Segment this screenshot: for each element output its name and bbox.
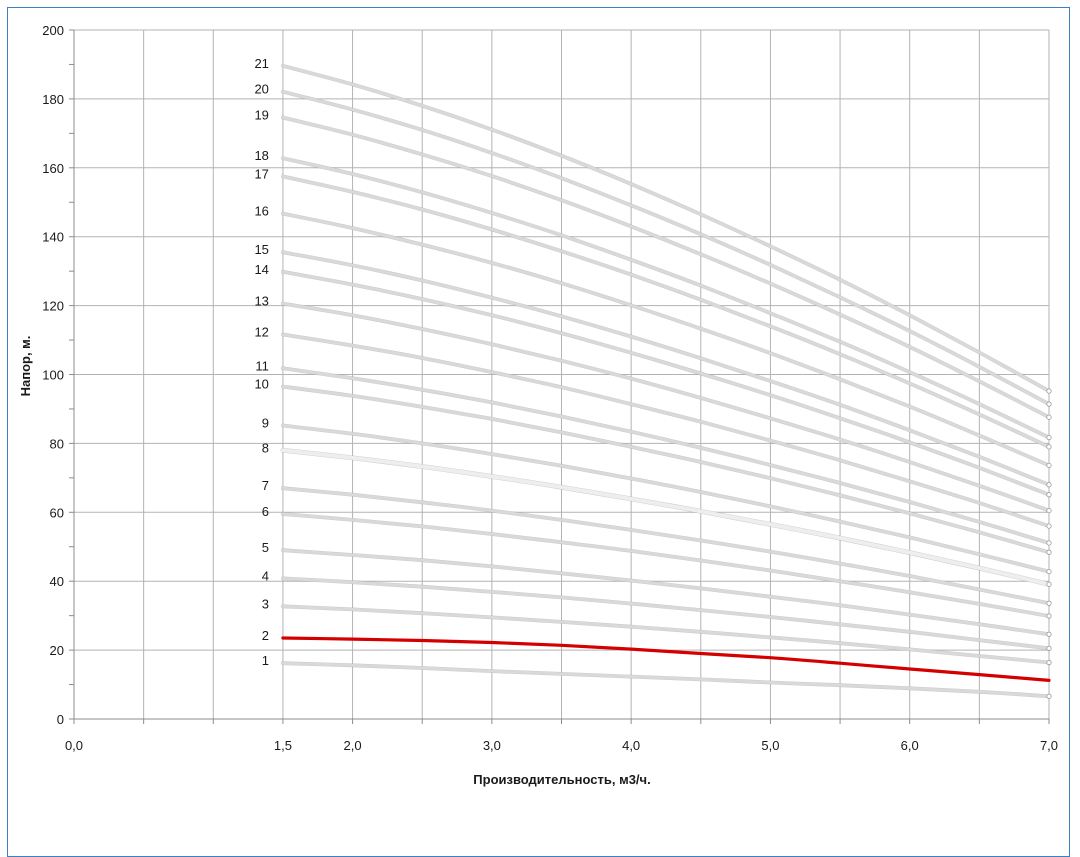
series-label-17: 17 xyxy=(254,166,268,181)
series-line-2 xyxy=(281,636,1051,682)
y-tick-label: 60 xyxy=(50,505,64,520)
y-tick-label: 120 xyxy=(42,299,64,314)
series-line-21 xyxy=(281,64,1051,393)
series-label-2: 2 xyxy=(262,628,269,643)
series-line-10 xyxy=(281,385,1051,554)
x-tick-label: 2,0 xyxy=(344,738,362,753)
series-line-6 xyxy=(281,512,1051,618)
y-tick-label: 160 xyxy=(42,161,64,176)
series-curves xyxy=(280,63,1052,699)
y-tick-label: 140 xyxy=(42,230,64,245)
series-label-18: 18 xyxy=(254,148,268,163)
series-line-18 xyxy=(281,156,1051,439)
x-tick-label: 0,0 xyxy=(65,738,83,753)
grid xyxy=(74,29,1050,719)
series-end-point-1 xyxy=(1046,693,1052,699)
y-tick-label: 20 xyxy=(50,643,64,658)
series-line-17 xyxy=(281,174,1051,449)
series-end-point-4 xyxy=(1046,645,1052,651)
series-line-9 xyxy=(281,424,1051,574)
series-label-6: 6 xyxy=(262,504,269,519)
y-tick-label: 180 xyxy=(42,92,64,107)
series-label-19: 19 xyxy=(254,108,268,123)
x-tick-label: 3,0 xyxy=(483,738,501,753)
series-label-15: 15 xyxy=(254,242,268,257)
series-end-point-17 xyxy=(1046,444,1052,450)
series-label-20: 20 xyxy=(254,82,268,97)
series-end-point-6 xyxy=(1046,613,1052,619)
series-label-5: 5 xyxy=(262,540,269,555)
series-line-12 xyxy=(281,333,1051,528)
series-line-20 xyxy=(281,90,1051,406)
y-tick-label: 80 xyxy=(50,436,64,451)
x-tick-label: 1,5 xyxy=(274,738,292,753)
series-end-point-21 xyxy=(1046,388,1052,394)
series-label-16: 16 xyxy=(254,204,268,219)
series-line-5 xyxy=(281,548,1051,636)
x-tick-label: 7,0 xyxy=(1040,738,1058,753)
series-line-11 xyxy=(281,366,1051,545)
series-label-4: 4 xyxy=(262,568,269,583)
series-end-point-14 xyxy=(1046,492,1052,498)
series-end-point-3 xyxy=(1046,659,1052,666)
y-axis-title: Напор, м. xyxy=(18,336,33,397)
series-line-16 xyxy=(281,212,1051,467)
series-label-21: 21 xyxy=(254,56,268,71)
series-end-point-12 xyxy=(1046,523,1052,529)
series-end-point-15 xyxy=(1046,482,1052,488)
series-label-7: 7 xyxy=(262,478,269,493)
series-end-point-20 xyxy=(1046,401,1052,407)
y-tick-label: 40 xyxy=(50,574,64,589)
series-label-3: 3 xyxy=(262,596,269,611)
x-tick-label: 5,0 xyxy=(761,738,779,753)
series-line-3 xyxy=(281,604,1051,664)
series-end-point-8 xyxy=(1046,581,1052,587)
series-line-19 xyxy=(281,116,1051,419)
series-end-point-13 xyxy=(1046,507,1052,514)
series-line-8 xyxy=(280,448,1051,587)
series-line-4 xyxy=(281,576,1051,650)
x-tick-label: 6,0 xyxy=(901,738,919,753)
series-label-12: 12 xyxy=(254,325,268,340)
series-label-13: 13 xyxy=(254,294,268,309)
series-end-point-19 xyxy=(1046,414,1052,420)
series-label-11: 11 xyxy=(255,358,269,373)
series-label-1: 1 xyxy=(262,653,269,668)
y-tick-label: 200 xyxy=(42,23,64,38)
series-line-7 xyxy=(281,486,1051,605)
series-end-point-9 xyxy=(1046,568,1052,575)
series-end-point-7 xyxy=(1046,600,1052,606)
x-tick-label: 4,0 xyxy=(622,738,640,753)
series-end-point-11 xyxy=(1046,540,1052,546)
series-label-8: 8 xyxy=(262,440,269,455)
series-line-13 xyxy=(281,302,1051,513)
series-end-point-10 xyxy=(1046,549,1052,555)
x-axis-title: Производительность, м3/ч. xyxy=(473,772,650,787)
series-label-14: 14 xyxy=(254,262,268,277)
series-label-10: 10 xyxy=(254,377,268,392)
series-end-point-18 xyxy=(1046,434,1052,441)
series-line-1 xyxy=(281,661,1051,698)
series-label-9: 9 xyxy=(262,415,269,430)
series-line-14 xyxy=(281,270,1051,497)
series-end-point-16 xyxy=(1046,462,1052,469)
y-tick-label: 0 xyxy=(57,712,64,727)
series-line-15 xyxy=(281,250,1051,487)
series-end-point-5 xyxy=(1046,631,1052,637)
y-tick-label: 100 xyxy=(42,368,64,383)
